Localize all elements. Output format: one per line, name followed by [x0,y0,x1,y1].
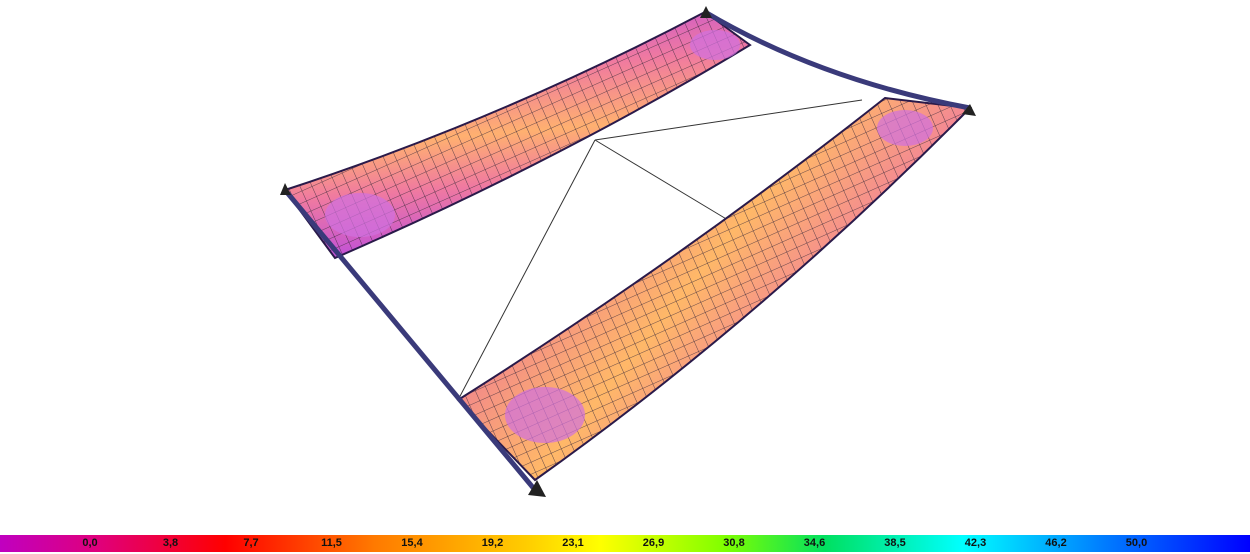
cables [457,99,863,401]
color-legend: 0,0 3,8 7,7 11,5 15,4 19,2 23,1 26,9 30,8 34,6 38,… [0,535,1250,552]
legend-label: 15,4 [401,537,423,549]
legend-label: 46,2 [1045,537,1067,549]
legend-label: 30,8 [723,537,745,549]
supports [280,6,976,497]
model-view [280,6,976,497]
legend-label: 19,2 [481,537,504,549]
left-trough [283,10,752,260]
legend-label: 42,3 [964,537,987,549]
edge-beams [283,9,971,492]
legend-label: 26,9 [642,537,665,549]
legend-label: 50,0 [1125,537,1148,549]
right-trough [456,96,973,482]
legend-label: 23,1 [562,537,584,549]
legend-label: 34,6 [803,537,826,549]
legend-label: 7,7 [243,537,259,549]
legend-label: 0,0 [82,537,98,549]
legend-label: 38,5 [884,537,906,549]
legend-label: 3,8 [162,537,179,549]
legend-label: 11,5 [321,537,342,549]
